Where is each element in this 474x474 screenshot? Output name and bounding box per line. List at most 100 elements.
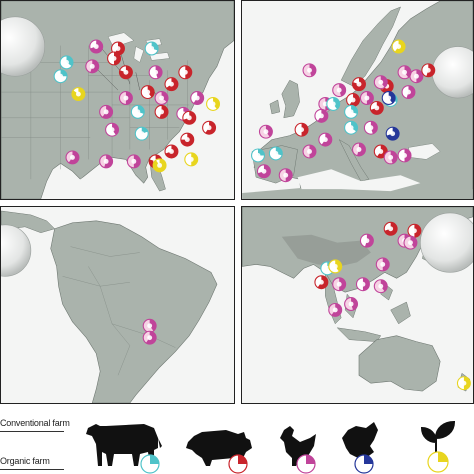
farm-pie-marker	[344, 120, 359, 135]
globe-icon	[420, 212, 473, 273]
farm-pie-marker	[118, 91, 133, 105]
legend-conventional-line	[0, 431, 64, 432]
farm-pie-marker	[375, 257, 390, 272]
farm-pie-marker	[352, 142, 366, 157]
farm-pie-marker	[202, 120, 217, 135]
farm-pie-marker	[89, 39, 104, 54]
land-scandinavia	[340, 6, 402, 87]
farm-pie-marker	[344, 104, 359, 119]
farm-pie-marker	[328, 302, 343, 317]
farm-pie-marker	[409, 69, 424, 84]
legend-item-swine	[178, 408, 258, 474]
china-highlight	[281, 234, 371, 267]
farm-pie-marker	[401, 85, 416, 100]
globe-icon	[1, 224, 32, 277]
farm-pie-marker	[369, 100, 384, 115]
farm-pie-marker	[140, 85, 155, 100]
pie-markers-south-america	[142, 318, 157, 345]
farm-pie-marker	[278, 168, 293, 183]
farm-pie-marker	[148, 65, 163, 80]
farm-pie-marker	[71, 87, 86, 102]
farm-pie-marker	[134, 126, 149, 141]
farm-pie-marker	[178, 65, 193, 80]
europe-map	[242, 1, 473, 199]
legend-pie-cattle-slice	[150, 455, 159, 464]
farm-pie-marker	[373, 144, 388, 159]
legend-pie-turkey-slice	[364, 455, 373, 464]
turkey-icon	[342, 422, 378, 466]
land-south-america	[50, 220, 218, 403]
mediterranean-sea	[297, 169, 421, 192]
farm-pie-marker	[383, 221, 398, 236]
farm-pie-marker	[373, 279, 388, 294]
farm-pie-marker	[314, 275, 329, 290]
farm-pie-marker	[65, 150, 80, 165]
farm-pie-marker	[126, 154, 141, 169]
farm-pie-marker	[332, 277, 347, 292]
farm-pie-marker	[344, 297, 359, 311]
farm-pie-marker	[164, 144, 179, 159]
farm-pie-marker	[85, 59, 100, 74]
farm-pie-marker	[142, 330, 157, 345]
farm-pie-marker	[407, 223, 422, 238]
farm-pie-marker	[314, 108, 329, 123]
pie-markers-europe	[251, 39, 436, 183]
legend-item-cattle	[84, 408, 170, 474]
farm-pie-marker	[59, 55, 74, 70]
farm-pie-marker	[359, 233, 374, 248]
legend-item-plant	[410, 408, 470, 474]
farm-pie-marker	[53, 69, 68, 84]
farm-pie-marker	[142, 318, 157, 333]
farm-pie-marker	[326, 96, 341, 111]
legend-item-poultry	[270, 408, 330, 474]
asia-oceania-map	[242, 207, 473, 392]
legend-organic-label: Organic farm	[0, 456, 50, 466]
map-panel-europe	[241, 0, 474, 200]
farm-pie-marker	[99, 104, 114, 119]
farm-pie-marker	[359, 91, 374, 105]
land-north-america	[1, 1, 234, 199]
farm-pie-marker	[251, 148, 265, 163]
farm-pie-marker	[456, 376, 471, 391]
farm-pie-marker	[352, 77, 366, 92]
farm-pie-marker	[383, 150, 398, 165]
farm-pie-marker	[302, 144, 317, 159]
plant-icon	[420, 420, 456, 452]
globe-icon	[1, 16, 46, 77]
legend-item-turkey	[334, 408, 394, 474]
farm-pie-marker	[180, 132, 195, 147]
land-north-africa	[242, 187, 473, 199]
leader-line	[135, 72, 140, 91]
map-panel-south-america	[0, 206, 235, 404]
land-australia	[358, 335, 441, 392]
cow-icon	[86, 424, 162, 466]
farm-pie-marker	[355, 277, 370, 292]
farm-pie-marker	[318, 132, 333, 147]
farm-pie-marker	[363, 120, 378, 135]
map-panel-asia-oceania	[241, 206, 474, 404]
gulf-of-mexico	[66, 165, 146, 199]
farm-pie-marker	[397, 65, 412, 80]
legend-organic-line	[0, 469, 64, 470]
farm-pie-marker	[105, 122, 120, 137]
pie-markers-asia-oceania	[314, 221, 471, 391]
legend-conventional-label: Conventional farm	[0, 418, 70, 428]
farm-pie-marker	[381, 91, 396, 105]
farm-pie-marker	[294, 122, 309, 137]
farm-pie-marker	[154, 104, 169, 119]
legend-pie-poultry-slice	[306, 455, 315, 464]
legend: Conventional farm Organic farm	[0, 408, 474, 474]
map-panel-north-america	[0, 0, 235, 200]
land-se-asia	[325, 271, 411, 342]
farm-pie-marker	[130, 104, 145, 119]
farm-pie-marker	[403, 235, 418, 250]
farm-pie-marker	[99, 154, 114, 169]
farm-pie-marker	[182, 110, 197, 125]
farm-pie-marker	[346, 93, 361, 107]
legend-pie-swine-slice	[238, 455, 247, 464]
farm-pie-marker	[107, 51, 122, 66]
farm-pie-marker	[154, 91, 169, 105]
land-britain	[269, 79, 300, 119]
farm-pie-marker	[258, 124, 273, 139]
farm-pie-marker	[206, 96, 221, 111]
